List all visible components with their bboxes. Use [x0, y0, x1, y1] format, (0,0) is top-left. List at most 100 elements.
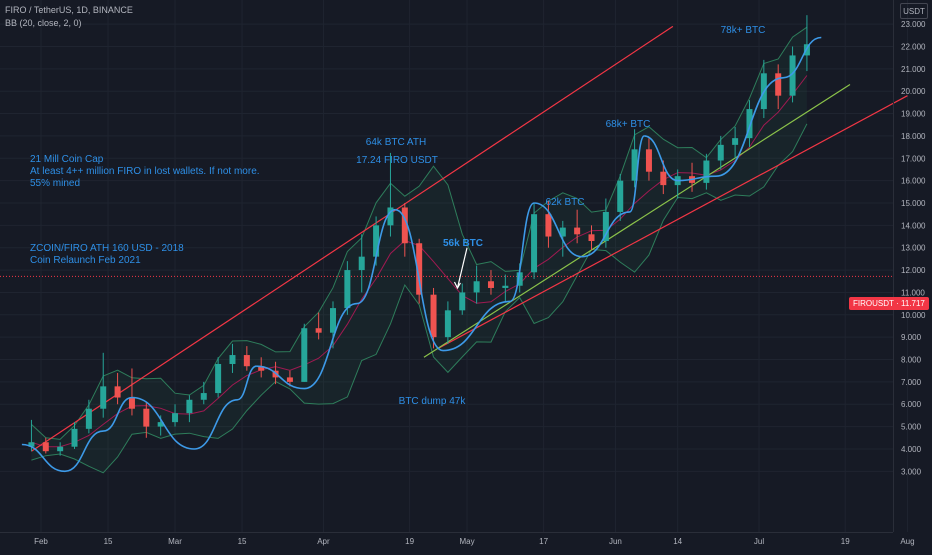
candle[interactable] [315, 312, 322, 340]
time-tick-label: 19 [841, 537, 850, 546]
support-line[interactable] [423, 83, 851, 358]
price-tick-label: 5.000 [901, 423, 922, 432]
cup-curve-4[interactable] [394, 202, 535, 352]
candle-body [703, 160, 710, 183]
lower-channel-line[interactable] [438, 95, 908, 349]
time-tick-label: Jun [609, 537, 622, 546]
time-tick-label: 15 [104, 537, 113, 546]
candle-body [416, 243, 423, 295]
candle[interactable] [732, 126, 739, 159]
candle[interactable] [473, 265, 480, 304]
candle[interactable] [42, 437, 49, 454]
price-tick-label: 13.000 [901, 244, 926, 253]
time-tick-label: 14 [673, 537, 682, 546]
candle[interactable] [401, 203, 408, 257]
candle[interactable] [215, 357, 222, 398]
candle-body [71, 428, 78, 447]
candle[interactable] [746, 100, 753, 148]
candles [28, 15, 810, 456]
annotation-arrow[interactable] [456, 247, 468, 289]
candle[interactable] [574, 209, 581, 244]
candle[interactable] [57, 442, 64, 456]
candle[interactable] [85, 399, 92, 434]
candle-body [732, 138, 739, 145]
candle[interactable] [602, 198, 609, 248]
time-tick-label: Mar [168, 537, 182, 546]
candle[interactable] [531, 203, 538, 280]
price-tag-value: 11.717 [901, 299, 925, 308]
candle[interactable] [459, 283, 466, 315]
candle[interactable] [387, 152, 394, 237]
candle-body [172, 413, 179, 423]
candle[interactable] [545, 200, 552, 248]
candle[interactable] [243, 346, 250, 371]
price-tick-label: 17.000 [901, 154, 926, 163]
candle[interactable] [430, 287, 437, 349]
candle[interactable] [775, 64, 782, 110]
candle[interactable] [143, 402, 150, 438]
candle-body [330, 308, 337, 333]
candle[interactable] [617, 173, 624, 221]
cup-curve-1[interactable] [21, 396, 133, 473]
candle[interactable] [645, 138, 652, 181]
candle[interactable] [487, 270, 494, 295]
candle[interactable] [588, 225, 595, 250]
candle[interactable] [717, 135, 724, 170]
price-axis-border [893, 0, 894, 532]
candle-body [229, 355, 236, 364]
currency-badge[interactable]: USDT [900, 3, 928, 19]
candle-body [186, 399, 193, 414]
candle[interactable] [286, 370, 293, 387]
candle[interactable] [703, 153, 710, 190]
candle[interactable] [128, 368, 135, 416]
cup-curve-3[interactable] [256, 208, 396, 390]
last-price-tag: FIROUSDT · 11.717 [849, 297, 929, 310]
candle[interactable] [186, 395, 193, 423]
note-firo-usdt: 17.24 FIRO USDT [356, 155, 438, 166]
candle-body [114, 386, 121, 398]
candle-body [559, 227, 566, 237]
trend-lines [0, 25, 908, 452]
time-tick-label: Feb [34, 537, 48, 546]
bb-upper [31, 26, 808, 440]
candle[interactable] [502, 274, 509, 302]
candle[interactable] [301, 323, 308, 382]
candle-body [545, 214, 552, 237]
cup-curve-5[interactable] [534, 135, 645, 258]
candle[interactable] [344, 261, 351, 315]
indicator-legend[interactable]: BB (20, close, 2, 0) [5, 18, 82, 28]
candle-body [516, 272, 523, 286]
candle[interactable] [200, 381, 207, 405]
candle-body [645, 149, 652, 172]
candle-body [746, 109, 753, 139]
candle[interactable] [71, 422, 78, 449]
cup-curve-6[interactable] [644, 36, 822, 182]
price-tick-label: 12.000 [901, 266, 926, 275]
time-tick-label: 17 [539, 537, 548, 546]
cup-curve-2[interactable] [131, 365, 257, 450]
candle[interactable] [114, 372, 121, 405]
price-tick-label: 8.000 [901, 356, 922, 365]
candle[interactable] [229, 343, 236, 373]
candle-body [315, 328, 322, 333]
candle[interactable] [358, 234, 365, 293]
candle-body [717, 144, 724, 161]
price-tick-label: 21.000 [901, 65, 926, 74]
candle-body [258, 366, 265, 371]
candle-body [358, 256, 365, 271]
note-btc-62k: 62k BTC [545, 197, 585, 208]
note-btc-ath: 64k BTC ATH [365, 137, 427, 148]
candle[interactable] [172, 404, 179, 427]
candle-body [128, 397, 135, 409]
candle[interactable] [444, 301, 451, 344]
grid [0, 0, 908, 532]
symbol-title: FIRO / TetherUS, 1D, BINANCE [5, 5, 133, 15]
axes: 3.000 4.000 5.000 6.000 7.000 8.000 9.000 10.00… [34, 20, 926, 546]
candle[interactable] [416, 238, 423, 304]
candle[interactable] [100, 352, 107, 418]
candle[interactable] [631, 129, 638, 188]
upper-channel-line[interactable] [31, 25, 674, 452]
candle-body [143, 408, 150, 427]
